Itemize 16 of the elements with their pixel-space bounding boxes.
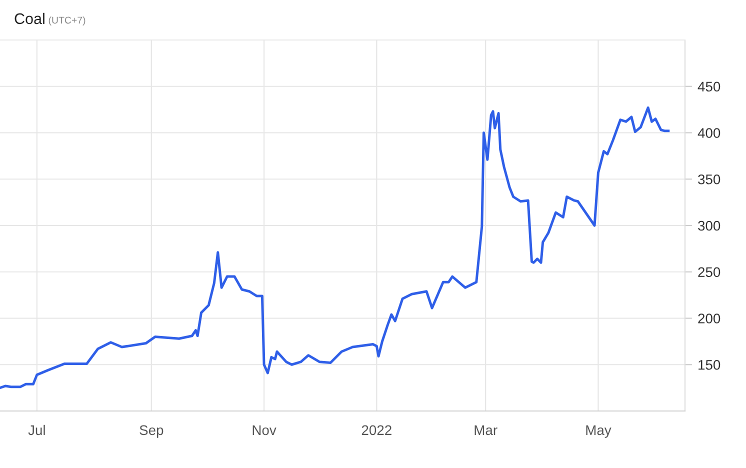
y-tick-label: 200 (698, 314, 720, 324)
chart-title: Coal (14, 12, 44, 24)
x-tick-label: Mar (474, 425, 498, 436)
x-tick-label: Jul (28, 424, 45, 436)
x-tick-label: Nov (252, 425, 276, 436)
chart-subtitle: (UTC+7) (48, 16, 86, 26)
x-tick-label: Sep (140, 425, 164, 438)
y-tick-label: 150 (698, 360, 720, 370)
y-tick-label: 350 (698, 174, 720, 184)
y-tick-label: 400 (698, 128, 720, 138)
y-tick-label: 300 (698, 220, 720, 231)
y-tick-label: 250 (698, 267, 720, 278)
y-tick-label: 450 (698, 82, 720, 92)
x-tick-label: 2022 (362, 425, 392, 436)
line-series (0, 106, 670, 390)
x-tick-label: May (586, 425, 612, 438)
